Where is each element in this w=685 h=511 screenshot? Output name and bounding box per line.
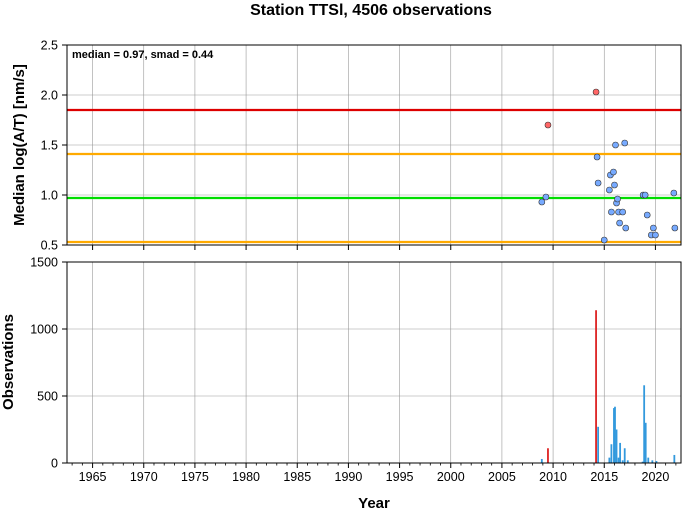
top-panel: 0.5 1.0 1.5 2.0 2.5 median = 0.97, smad = 0.… [11, 39, 682, 253]
bottom-y-tick-label: 1000 [30, 323, 58, 337]
scatter-point [612, 141, 619, 149]
x-tick-label: 1990 [335, 470, 363, 484]
observation-bar [610, 444, 613, 463]
top-y-tick-label: 2.0 [41, 89, 58, 103]
observation-bar [621, 460, 624, 463]
bottom-grid [67, 261, 681, 464]
scatter-point [616, 219, 623, 227]
bottom-plot-frame [66, 261, 682, 464]
bottom-y-ticks: 0 500 1000 1500 [30, 256, 67, 471]
scatter-point [611, 181, 618, 189]
x-tick-label: 1970 [130, 470, 158, 484]
scatter-point [614, 195, 621, 203]
x-tick-label: 1980 [232, 470, 260, 484]
scatter-point [621, 139, 629, 147]
scatter-point [671, 224, 679, 232]
top-y-tick-label: 1.0 [41, 189, 58, 203]
x-axis-label: Year [358, 495, 390, 511]
scatter-point [592, 88, 600, 96]
observation-bar [623, 448, 626, 463]
x-tick-label: 1985 [283, 470, 311, 484]
observation-bar [647, 457, 650, 463]
scatter-point [600, 236, 608, 244]
observation-bar [655, 460, 658, 463]
scatter-point [606, 186, 613, 194]
scatter-point [641, 191, 649, 199]
x-tick-label: 2010 [539, 470, 567, 484]
bottom-y-tick-label: 500 [37, 390, 58, 404]
observation-bar [597, 426, 600, 463]
stats-annotation: median = 0.97, smad = 0.44 [72, 49, 214, 61]
bottom-panel: 0 500 1000 1500 1965 1970 1975 1980 1985 1990 199… [0, 256, 682, 511]
x-tick-label: 2015 [590, 470, 618, 484]
x-tick-label: 2000 [437, 470, 465, 484]
scatter-point [594, 179, 602, 187]
x-tick-label: 1995 [386, 470, 414, 484]
x-ticks: 1965 1970 1975 1980 1985 1990 1995 2000 2005 2010… [71, 463, 677, 484]
observation-bar [547, 448, 549, 463]
x-tick-label: 1975 [181, 470, 209, 484]
observation-bar [644, 422, 647, 463]
observation-bar [614, 406, 616, 463]
observation-bar [595, 310, 597, 463]
top-grid [67, 44, 681, 246]
scatter-point [650, 224, 657, 232]
observation-bar [608, 457, 611, 463]
bottom-y-axis-label: Observations [0, 314, 17, 410]
x-tick-label: 2020 [642, 470, 670, 484]
chart-title: Station TTSl, 4506 observations [250, 2, 492, 19]
scatter-point [610, 168, 617, 176]
scatter-point [544, 121, 552, 129]
scatter-point [643, 211, 651, 219]
observation-bar [613, 408, 615, 463]
observation-bars [540, 310, 676, 463]
top-y-tick-label: 1.5 [41, 139, 58, 153]
observation-bar [626, 460, 629, 463]
scatter-point [619, 208, 626, 216]
scatter-point [538, 198, 546, 206]
x-tick-label: 1965 [79, 470, 107, 484]
scatter-point [622, 224, 630, 232]
scatter-point [542, 193, 550, 201]
observation-bar [673, 454, 676, 463]
observation-bar [617, 457, 620, 463]
scatter-point [608, 208, 615, 216]
observation-bar [641, 461, 644, 463]
scatter-points [538, 88, 679, 244]
bottom-y-tick-label: 0 [51, 457, 58, 471]
scatter-point [652, 231, 659, 239]
observation-bar [615, 429, 618, 463]
top-y-tick-label: 2.5 [41, 39, 58, 53]
observation-bar [540, 458, 543, 463]
scatter-point [593, 153, 601, 161]
top-y-axis-label: Median log(A/T) [nm/s] [11, 64, 28, 226]
x-tick-label: 2005 [488, 470, 516, 484]
observation-bar [651, 460, 654, 463]
bottom-y-tick-label: 1500 [30, 256, 58, 270]
observation-bar [643, 385, 646, 463]
observation-bar [619, 442, 622, 463]
top-y-ticks: 0.5 1.0 1.5 2.0 2.5 [41, 39, 656, 253]
scatter-point [670, 189, 678, 197]
top-y-tick-label: 0.5 [41, 239, 58, 253]
threshold-lines [67, 108, 681, 244]
